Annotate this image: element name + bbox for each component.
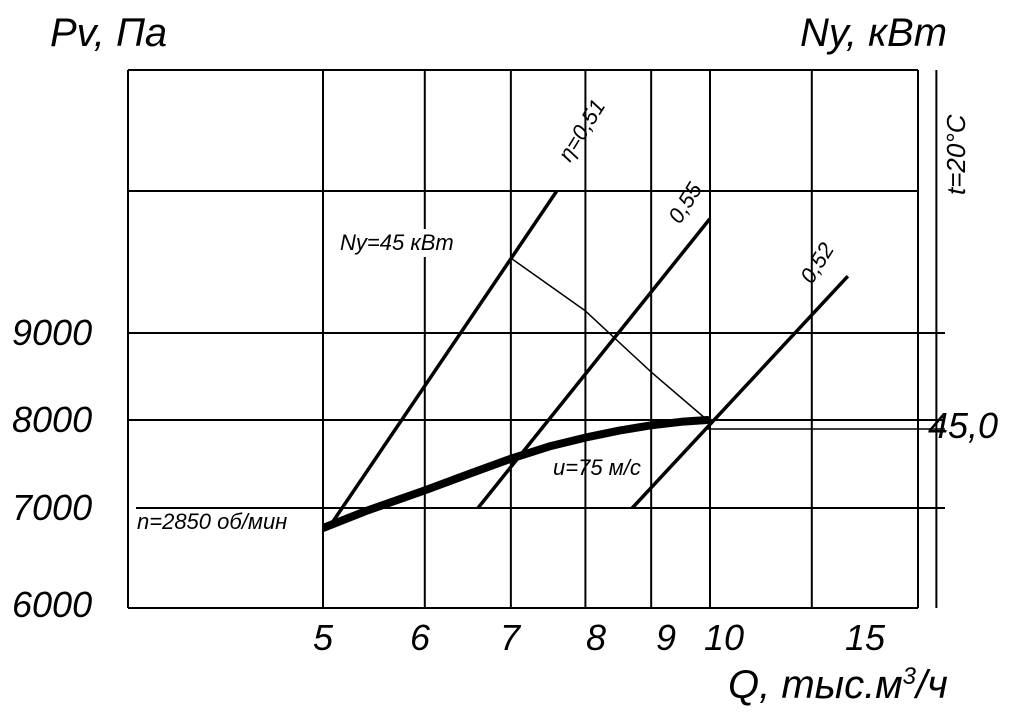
efficiency-line <box>327 190 559 529</box>
y-tick-label: 9000 <box>12 312 92 353</box>
y-tick-label: 8000 <box>12 399 92 440</box>
x-tick-label: 10 <box>704 617 744 658</box>
velocity-label: u=75 м/с <box>553 455 641 480</box>
label-mask <box>134 509 322 535</box>
x-tick-label: 7 <box>500 617 522 658</box>
label-mask <box>334 229 504 257</box>
power-curve <box>510 257 708 421</box>
power-value-label: 45,0 <box>928 405 998 446</box>
efficiency-label: 0,55 <box>663 177 707 227</box>
efficiency-label: 0,52 <box>795 238 839 288</box>
x-tick-label: 8 <box>586 617 606 658</box>
series <box>134 190 945 535</box>
temperature-label: t=20°C <box>941 114 971 195</box>
x-axis-label-tail: /ч <box>913 663 948 707</box>
x-tick-label: 9 <box>656 617 676 658</box>
pressure-curve <box>319 416 712 532</box>
y-tick-label: 6000 <box>12 584 92 625</box>
x-axis-label-sup: 3 <box>903 663 917 690</box>
speed-label: n=2850 об/мин <box>137 509 287 534</box>
x-tick-label: 5 <box>313 617 334 658</box>
y-tick-label: 7000 <box>12 487 92 528</box>
grid <box>127 69 945 609</box>
x-axis-label-main: Q, тыс.м <box>728 663 903 707</box>
x-tick-label: 15 <box>845 617 886 658</box>
y-axis-right-label: Ny, кВт <box>800 11 947 55</box>
efficiency-line <box>630 275 850 510</box>
efficiency-label: η=0,51 <box>553 95 610 166</box>
power-curve-label: Ny=45 кВт <box>340 230 454 255</box>
x-axis-label: Q, тыс.м3/ч <box>728 663 948 707</box>
y-axis-left-label: Pv, Па <box>50 11 167 55</box>
x-tick-label: 6 <box>410 617 431 658</box>
